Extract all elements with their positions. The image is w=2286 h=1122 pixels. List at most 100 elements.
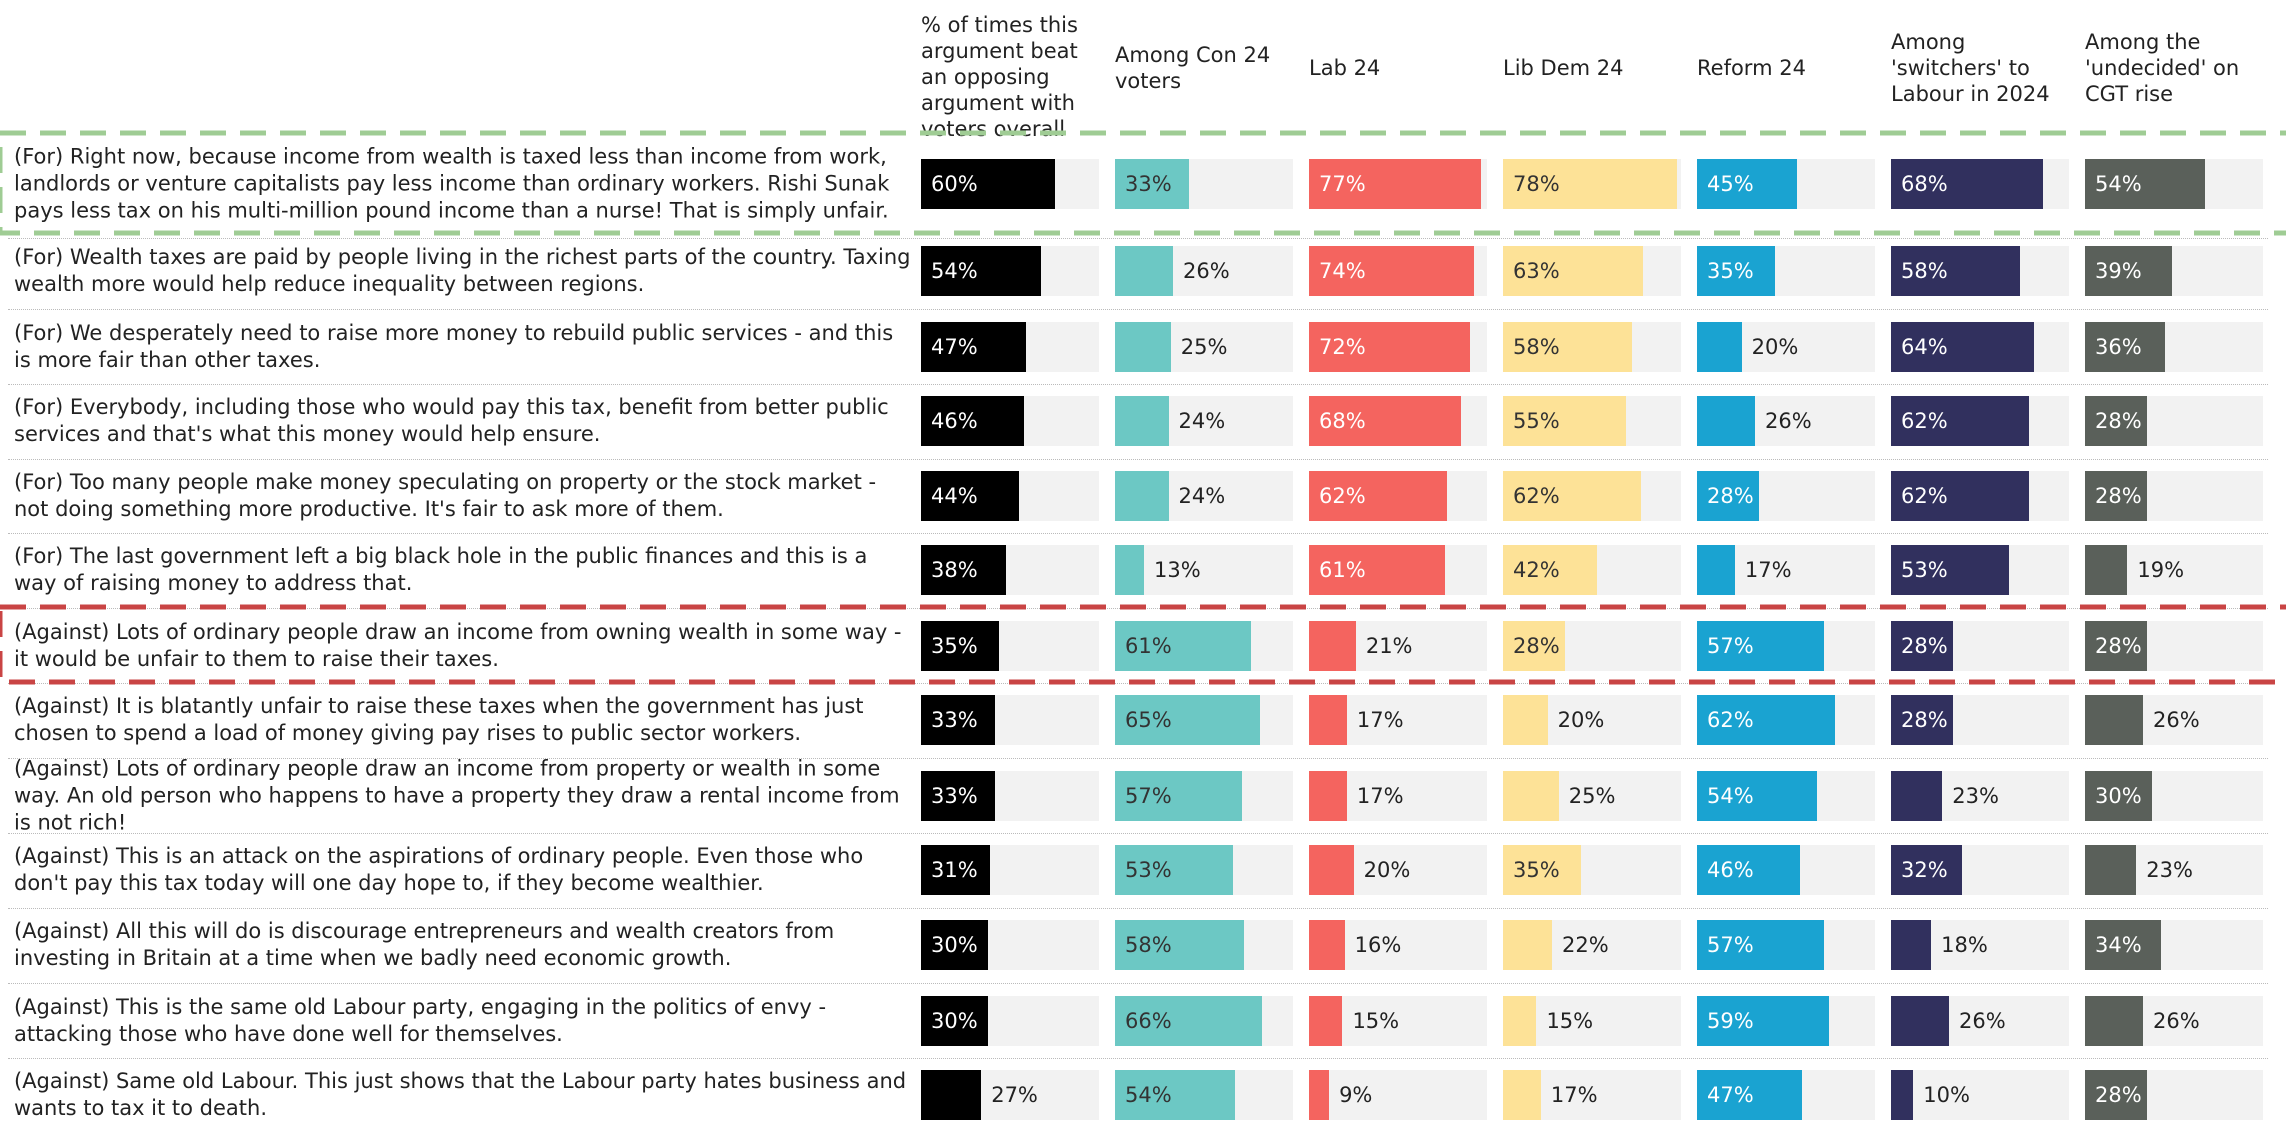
value-label: 54%: [2095, 172, 2142, 196]
bar: [1891, 845, 1963, 895]
row-separator: [8, 608, 2268, 609]
bar: [1697, 920, 1825, 970]
bar: [2085, 246, 2172, 296]
value-label: 32%: [1901, 858, 1948, 882]
value-label: 30%: [2095, 784, 2142, 808]
value-label: 62%: [1901, 484, 1948, 508]
value-label: 57%: [1707, 933, 1754, 957]
bar: [1503, 246, 1644, 296]
bar: [1891, 471, 2030, 521]
bar: [1697, 695, 1836, 745]
value-label: 18%: [1941, 933, 1988, 957]
value-label: 60%: [931, 172, 978, 196]
value-label: 35%: [1707, 259, 1754, 283]
value-label: 46%: [1707, 858, 1754, 882]
bar: [1503, 1070, 1541, 1120]
value-label: 26%: [1764, 409, 1812, 433]
value-label: 62%: [1707, 708, 1754, 732]
value-label: 21%: [1365, 634, 1413, 658]
bar: [1115, 695, 1260, 745]
value-label: 35%: [931, 634, 978, 658]
value-label: 53%: [1901, 558, 1948, 582]
value-label: 33%: [931, 708, 978, 732]
value-label: 17%: [1356, 708, 1404, 732]
bar: [1697, 396, 1755, 446]
bar: [1891, 996, 1949, 1046]
value-label: 42%: [1513, 558, 1560, 582]
bar: [921, 920, 988, 970]
value-label: 64%: [1901, 335, 1948, 359]
value-label: 47%: [931, 335, 978, 359]
column-header: Among the 'undecided' on CGT rise: [2085, 30, 2240, 106]
bar: [1891, 396, 2030, 446]
value-label: 72%: [1319, 335, 1366, 359]
bar: [1697, 322, 1742, 372]
bar: [1309, 1070, 1330, 1120]
value-label: 26%: [2152, 1009, 2200, 1033]
bar: [921, 396, 1024, 446]
value-label: 58%: [1901, 259, 1948, 283]
bar: [1503, 545, 1597, 595]
value-label: 17%: [1744, 558, 1792, 582]
value-label: 58%: [1513, 335, 1560, 359]
bar: [2085, 996, 2143, 1046]
column-header: Lib Dem 24: [1503, 56, 1624, 80]
value-label: 17%: [1550, 1083, 1598, 1107]
bar: [1503, 771, 1559, 821]
value-label: 45%: [1707, 172, 1754, 196]
bar: [1115, 996, 1263, 1046]
column-header: Reform 24: [1697, 56, 1806, 80]
row-label: (Against) This is the same old Labour pa…: [14, 995, 827, 1046]
row-label: (Against) All this will do is discourage…: [14, 919, 835, 970]
value-label: 62%: [1513, 484, 1560, 508]
bar: [2085, 845, 2137, 895]
bar: [921, 845, 991, 895]
bar: [2085, 695, 2143, 745]
value-label: 20%: [1557, 708, 1605, 732]
value-label: 66%: [1125, 1009, 1172, 1033]
value-label: 31%: [931, 858, 978, 882]
bar: [1891, 920, 1932, 970]
row-separator: [8, 983, 2268, 984]
value-label: 77%: [1319, 172, 1366, 196]
value-label: 57%: [1707, 634, 1754, 658]
value-label: 54%: [1125, 1083, 1172, 1107]
row-separator: [8, 683, 2268, 684]
bar: [1697, 471, 1760, 521]
value-label: 28%: [1707, 484, 1754, 508]
bar: [1115, 845, 1234, 895]
bar: [2085, 1070, 2148, 1120]
bar: [2085, 396, 2148, 446]
bar: [921, 246, 1042, 296]
value-label: 20%: [1363, 858, 1411, 882]
bar: [921, 545, 1006, 595]
row-label: (Against) It is blatantly unfair to rais…: [14, 694, 864, 745]
value-label: 47%: [1707, 1083, 1754, 1107]
value-label: 25%: [1180, 335, 1228, 359]
bar: [1697, 1070, 1802, 1120]
value-label: 33%: [931, 784, 978, 808]
row-separator: [8, 533, 2268, 534]
value-label: 54%: [1707, 784, 1754, 808]
bar: [1115, 246, 1173, 296]
row-label: (For) Too many people make money specula…: [14, 470, 877, 521]
bar: [1503, 322, 1633, 372]
value-label: 68%: [1901, 172, 1948, 196]
value-label: 68%: [1319, 409, 1366, 433]
bar: [1115, 322, 1171, 372]
bar: [921, 771, 995, 821]
row-separator: [8, 384, 2268, 385]
value-label: 54%: [931, 259, 978, 283]
bar: [2085, 771, 2152, 821]
row-label: (Against) This is an attack on the aspir…: [14, 844, 864, 895]
value-label: 74%: [1319, 259, 1366, 283]
bar: [1309, 996, 1343, 1046]
value-label: 17%: [1356, 784, 1404, 808]
bar: [1309, 471, 1448, 521]
value-label: 26%: [1182, 259, 1230, 283]
column-header: Lab 24: [1309, 56, 1381, 80]
bar: [1309, 695, 1347, 745]
bar: [1309, 621, 1356, 671]
bar: [1309, 771, 1347, 821]
